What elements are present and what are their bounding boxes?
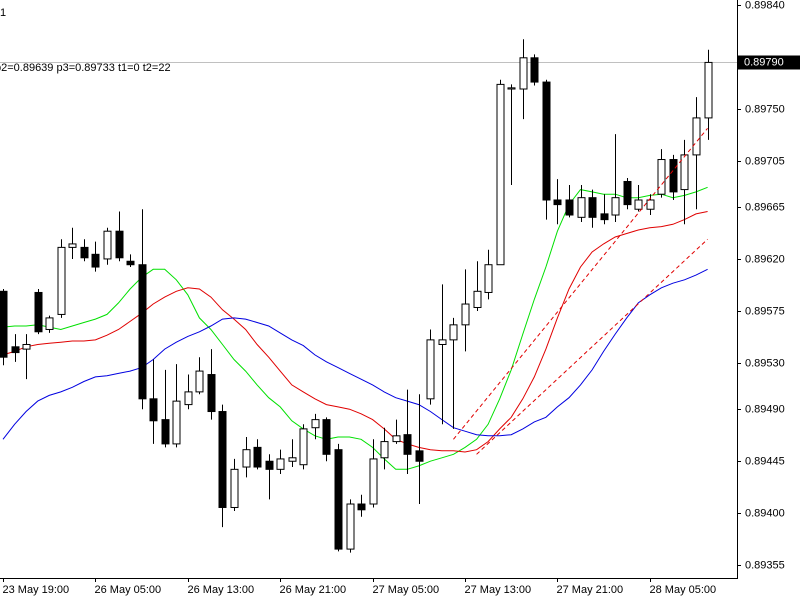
candle-body [184, 391, 193, 406]
candle-body [507, 87, 516, 90]
candle-body [415, 450, 424, 462]
candle-body [242, 449, 251, 468]
candle-body [403, 434, 412, 455]
y-tick-label: 0.89840 [745, 0, 785, 11]
candle-body [426, 339, 435, 400]
candle-body [542, 81, 551, 201]
candle-body [138, 264, 147, 400]
candle-body [646, 199, 655, 210]
candle-body [288, 457, 297, 462]
candle-body [634, 199, 643, 210]
candle-body [80, 246, 89, 259]
x-tick-label: 26 May 21:00 [280, 584, 347, 596]
candle-body [484, 264, 493, 293]
candle-body [57, 246, 66, 315]
candle-body [265, 460, 274, 470]
y-tick-label: 0.89530 [745, 357, 785, 369]
candle-body [369, 458, 378, 505]
candle-body [392, 435, 401, 443]
candle-body [311, 419, 320, 429]
candle-body [461, 303, 470, 326]
candle-body [449, 324, 458, 341]
candle-body [553, 199, 562, 206]
candle-body [530, 57, 539, 83]
candle-body [519, 57, 528, 90]
y-tick-label: 0.89750 [745, 103, 785, 115]
candle-body [218, 411, 227, 508]
candle-body [669, 159, 678, 193]
moving-average [2, 268, 708, 440]
candle-body [45, 317, 54, 330]
y-tick-label: 0.89665 [745, 201, 785, 213]
y-tick-label: 0.89705 [745, 155, 785, 167]
candle-body [68, 243, 77, 248]
candle-body [623, 180, 632, 206]
candle-body [103, 230, 112, 260]
candle-body [473, 290, 482, 308]
current-price-box [738, 55, 800, 70]
candle-body [91, 253, 100, 268]
x-tick-label: 27 May 05:00 [373, 584, 440, 596]
moving-average [2, 211, 708, 453]
x-tick-label: 27 May 21:00 [557, 584, 624, 596]
candle-body [299, 428, 308, 466]
candle-body [22, 343, 31, 350]
x-tick-label: 27 May 13:00 [465, 584, 532, 596]
y-tick-label: 0.89490 [745, 403, 785, 415]
candle-body [565, 199, 574, 216]
x-tick-label: 26 May 13:00 [188, 584, 255, 596]
y-tick-label: 0.89575 [745, 305, 785, 317]
y-tick-label: 0.89355 [745, 559, 785, 571]
candle-body [253, 446, 262, 468]
candle-body [680, 154, 689, 191]
candle-body [172, 400, 181, 445]
candle-body [496, 83, 505, 266]
moving-average [2, 186, 708, 470]
candle-body [704, 61, 713, 119]
x-tick-label: 28 May 05:00 [650, 584, 717, 596]
candle-body [126, 260, 135, 266]
trend-line [453, 127, 708, 440]
candle-body [657, 159, 666, 195]
y-tick-label: 0.89400 [745, 507, 785, 519]
candle-body [161, 419, 170, 445]
candle-body [588, 197, 597, 218]
candle-body [149, 398, 158, 422]
candle-body [207, 374, 216, 413]
candle-body [0, 290, 8, 358]
candle-body [34, 291, 43, 333]
candle-body [276, 458, 285, 470]
candle-body [380, 441, 389, 459]
candle-body [357, 503, 366, 511]
candle-body [438, 339, 447, 345]
y-tick-label: 0.89445 [745, 455, 785, 467]
candle-body [322, 419, 331, 455]
candle-body [11, 346, 20, 354]
trend-line [476, 238, 708, 455]
x-tick-label: 23 May 19:00 [3, 584, 70, 596]
candle-body [692, 117, 701, 156]
candle-body [346, 503, 355, 550]
candle-body [611, 197, 620, 216]
current-price-label: 0.89790 [744, 56, 784, 68]
symbol-label: 1 [0, 7, 6, 19]
candle-body [577, 197, 586, 218]
candle-body [195, 370, 204, 393]
candle-body [115, 230, 124, 259]
candle-body [334, 449, 343, 550]
candle-body [230, 468, 239, 508]
x-tick-label: 26 May 05:00 [95, 584, 162, 596]
candle-body [600, 213, 609, 221]
indicator-text: p2=0.89639 p3=0.89733 t1=0 t2=22 [0, 62, 171, 74]
y-tick-label: 0.89620 [745, 253, 785, 265]
